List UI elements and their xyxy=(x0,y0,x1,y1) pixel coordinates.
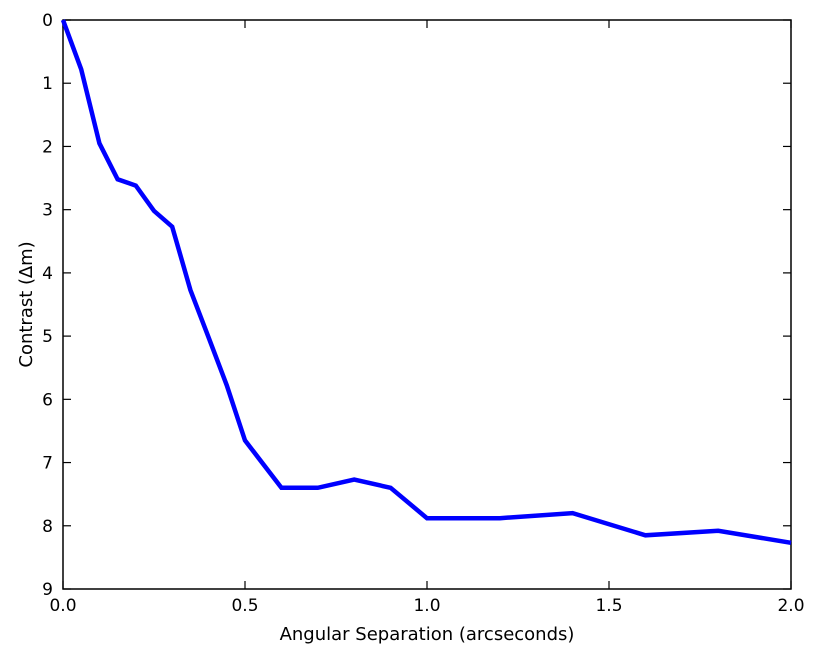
x-axis-ticks: 0.0 0.5 1.0 1.5 2.0 xyxy=(49,20,805,616)
x-axis-label: Angular Separation (arcseconds) xyxy=(280,624,575,645)
y-axis-label: Contrast (∆m) xyxy=(16,241,37,367)
plot-area-frame xyxy=(62,19,792,590)
y-tick-label: 9 xyxy=(42,580,53,600)
y-tick-label: 1 xyxy=(42,74,53,94)
y-tick-label: 8 xyxy=(42,517,53,537)
y-tick-label: 7 xyxy=(42,454,53,474)
y-tick-label: 3 xyxy=(42,201,53,221)
y-tick-label: 4 xyxy=(42,264,53,284)
y-tick-label: 6 xyxy=(42,390,53,410)
x-tick-label: 1.0 xyxy=(413,596,440,616)
x-tick-label: 2.0 xyxy=(777,596,804,616)
contrast-curve-line xyxy=(60,19,792,546)
x-tick-label: 1.5 xyxy=(595,596,622,616)
series-layer xyxy=(60,19,792,546)
x-tick-label: 0.5 xyxy=(231,596,258,616)
y-tick-label: 0 xyxy=(42,11,53,31)
y-axis-ticks: 0 1 2 3 4 5 6 7 8 9 xyxy=(42,11,791,600)
x-tick-label: 0.0 xyxy=(49,596,76,616)
y-tick-label: 5 xyxy=(42,327,53,347)
y-tick-label: 2 xyxy=(42,137,53,157)
